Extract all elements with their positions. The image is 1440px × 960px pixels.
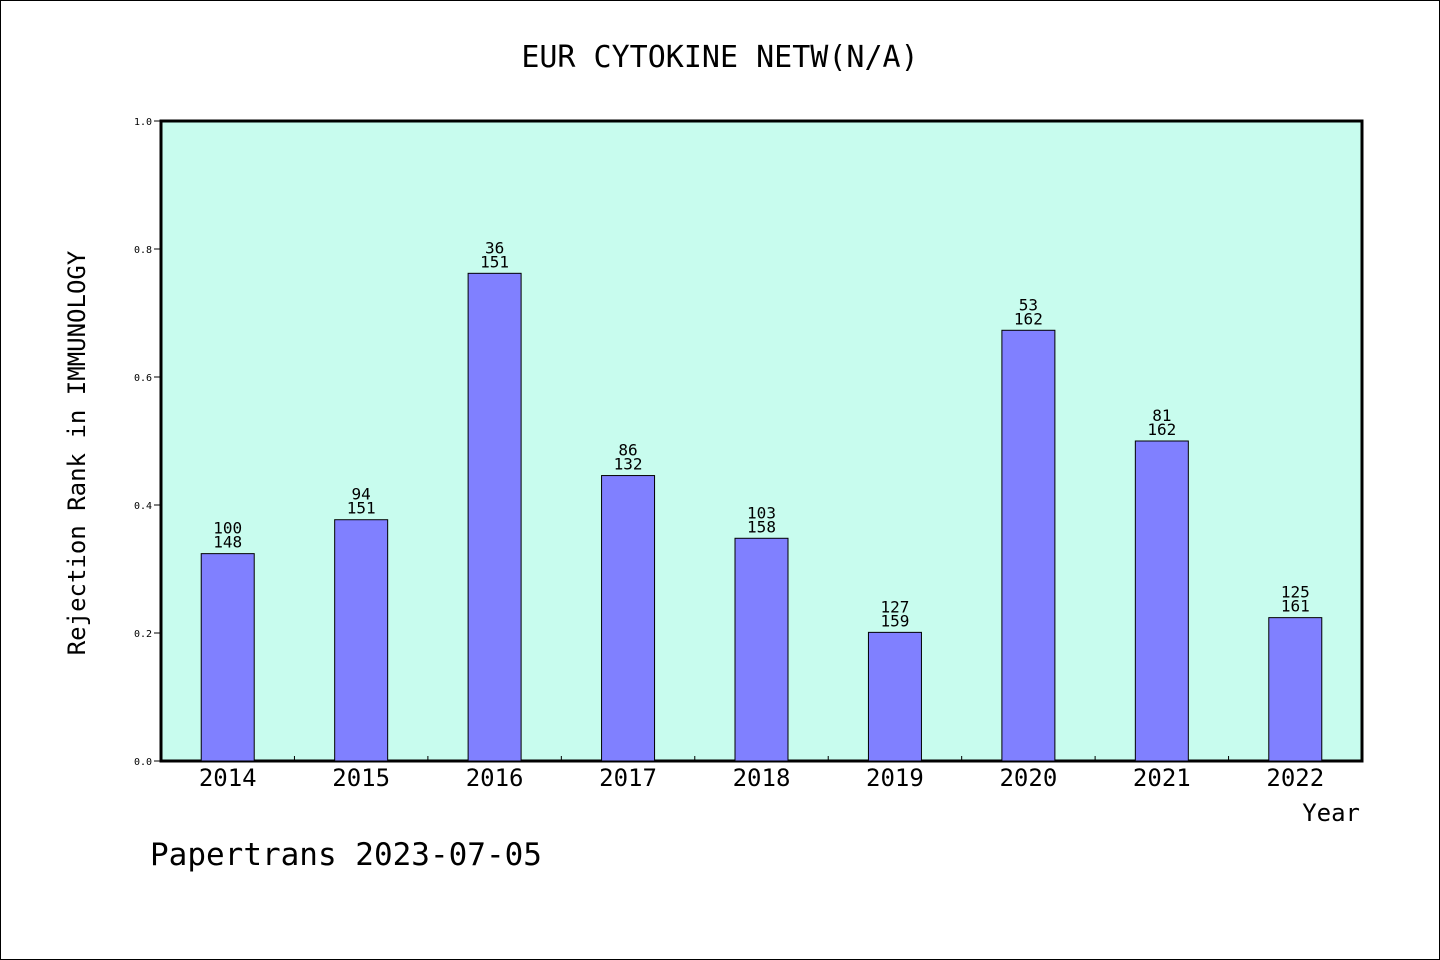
bar — [1134, 440, 1189, 762]
bar-label-top: 53 — [1019, 295, 1038, 314]
bar-label-bottom: 159 — [880, 611, 909, 630]
x-tick-label: 2019 — [866, 764, 924, 792]
footer-stamp: Papertrans 2023-07-05 — [150, 837, 542, 873]
bar-label-top: 100 — [213, 519, 242, 538]
bar-series — [200, 272, 1323, 762]
bar-label-top: 125 — [1281, 583, 1310, 602]
x-axis-label: Year — [1302, 799, 1360, 827]
bar — [1001, 329, 1056, 762]
y-tick-label: 1.0 — [134, 117, 152, 128]
bar — [601, 475, 656, 762]
x-tick-label: 2016 — [466, 764, 524, 792]
bar-label-top: 81 — [1152, 406, 1171, 425]
y-tick-label: 0.4 — [134, 501, 152, 512]
bar — [734, 537, 789, 762]
bar-label-top: 86 — [618, 441, 637, 460]
bar-label-bottom: 148 — [213, 533, 242, 552]
bar-label-bottom: 151 — [347, 499, 376, 518]
bar — [867, 631, 922, 762]
x-tick-label: 2020 — [999, 764, 1057, 792]
y-tick-label: 0.6 — [134, 373, 152, 384]
bar-data-labels: 1001489415136151861321031581271595316281… — [213, 238, 1309, 630]
bar — [467, 272, 522, 762]
x-axis-ticks: 2014 2015 2016 2017 2018 2019 2020 2021 2022 — [199, 756, 1324, 792]
y-tick-label: 0.0 — [134, 757, 152, 768]
chart-title: EUR CYTOKINE NETW(N/A) — [521, 40, 918, 75]
x-tick-label: 2022 — [1266, 764, 1324, 792]
y-tick-label: 0.2 — [134, 629, 152, 640]
y-axis-label: Rejection Rank in IMMUNOLOGY — [63, 250, 91, 655]
x-tick-label: 2017 — [599, 764, 657, 792]
x-tick-label: 2014 — [199, 764, 257, 792]
bar-label-top: 94 — [352, 485, 371, 504]
bar — [200, 553, 255, 762]
bar-label-top: 127 — [880, 597, 909, 616]
bar-label-bottom: 158 — [747, 517, 776, 536]
x-tick-label: 2021 — [1133, 764, 1191, 792]
bar-label-bottom: 162 — [1147, 420, 1176, 439]
y-axis-ticks: 0.0 0.2 0.4 0.6 0.8 1.0 — [134, 117, 161, 768]
bar-label-bottom: 162 — [1014, 309, 1043, 328]
bar-label-bottom: 132 — [614, 455, 643, 474]
x-tick-label: 2018 — [733, 764, 791, 792]
bar — [334, 519, 389, 762]
bar-label-top: 103 — [747, 503, 776, 522]
x-tick-label: 2015 — [332, 764, 390, 792]
bar-label-bottom: 161 — [1281, 597, 1310, 616]
bar-label-bottom: 151 — [480, 252, 509, 271]
y-tick-label: 0.8 — [134, 245, 152, 256]
bar — [1268, 617, 1323, 762]
bar-label-top: 36 — [485, 238, 504, 257]
